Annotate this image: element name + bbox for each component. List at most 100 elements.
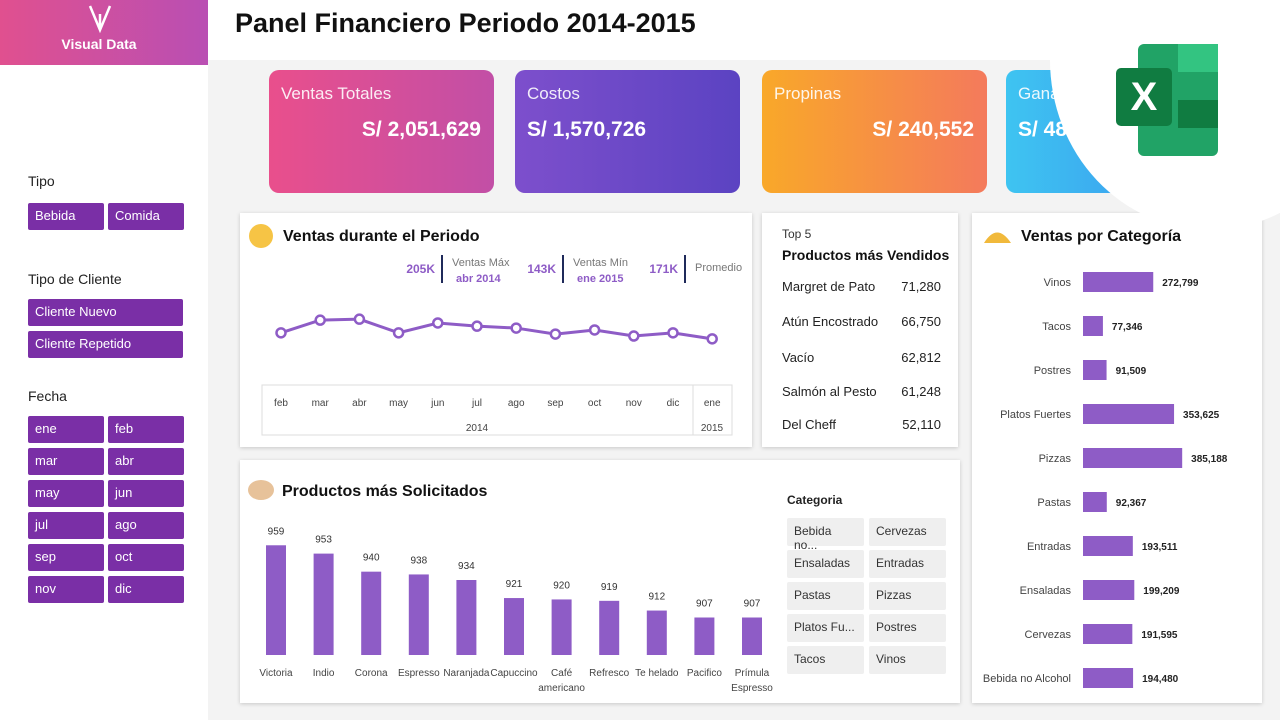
chart-title: Productos más Solicitados bbox=[282, 483, 487, 500]
top5-name: Atún Encostrado bbox=[782, 314, 879, 329]
x-tick-label: Corona bbox=[354, 668, 388, 679]
slicer-button[interactable]: Cliente Nuevo bbox=[28, 299, 183, 326]
x-tick-label: Te helado bbox=[635, 668, 679, 679]
x-tick-label: Refresco bbox=[589, 668, 630, 679]
value-label: 194,480 bbox=[1142, 674, 1179, 685]
value-label: 272,799 bbox=[1162, 278, 1199, 289]
slicer-button[interactable]: Postres bbox=[869, 614, 946, 642]
bar bbox=[1083, 360, 1107, 380]
y-tick-label: Pizzas bbox=[1039, 453, 1072, 465]
x-tick-label: sep bbox=[547, 398, 564, 409]
stat-period: abr 2014 bbox=[456, 273, 502, 285]
stat-caption: Ventas Mín bbox=[573, 257, 628, 269]
point bbox=[432, 317, 444, 329]
x-tick-label: Espresso bbox=[397, 668, 440, 679]
top5-value: 61,248 bbox=[901, 384, 941, 399]
slicer-button[interactable]: may bbox=[28, 480, 104, 507]
chart-title: Ventas durante el Periodo bbox=[283, 228, 480, 245]
slicer-button[interactable]: Pizzas bbox=[869, 582, 946, 610]
value-label: 938 bbox=[410, 555, 427, 566]
slicer-button[interactable]: mar bbox=[28, 448, 104, 475]
kpi-card: Propinas S/ 240,552 bbox=[762, 70, 987, 193]
value-label: 199,209 bbox=[1143, 586, 1180, 597]
slicer-button[interactable]: Pastas bbox=[787, 582, 864, 610]
y-tick-label: Pastas bbox=[1037, 497, 1071, 509]
bar bbox=[1083, 580, 1135, 600]
point bbox=[628, 330, 640, 342]
x-tick-label: jun bbox=[430, 398, 444, 409]
slicer-title: Categoria bbox=[787, 493, 843, 507]
value-label: 92,367 bbox=[1116, 498, 1147, 509]
slicer-button[interactable]: Ensaladas bbox=[787, 550, 864, 578]
slicer-button[interactable]: jul bbox=[28, 512, 104, 539]
kpi-label: Ventas Totales bbox=[281, 84, 392, 103]
slicer-button[interactable]: Cliente Repetido bbox=[28, 331, 183, 358]
slicer-button[interactable]: Entradas bbox=[869, 550, 946, 578]
slicer-button[interactable]: feb bbox=[108, 416, 184, 443]
top5-name: Del Cheff bbox=[782, 417, 836, 432]
slicer-button[interactable]: Bebida bbox=[28, 203, 104, 230]
x-tick-label: jul bbox=[471, 398, 482, 409]
bar bbox=[694, 617, 715, 655]
slicer-button[interactable]: Bebida no... bbox=[787, 518, 864, 552]
slicer-button[interactable]: abr bbox=[108, 448, 184, 475]
x-group-label: 2014 bbox=[466, 423, 489, 434]
slicer-button[interactable]: jun bbox=[108, 480, 184, 507]
kpi-card: Ventas Totales S/ 2,051,629 bbox=[269, 70, 494, 193]
slicer-button[interactable]: Cervezas bbox=[869, 518, 946, 546]
page-title: Panel Financiero Periodo 2014-2015 bbox=[235, 8, 696, 38]
panel-icon bbox=[248, 480, 274, 500]
slicer-button[interactable]: Tacos bbox=[787, 646, 864, 674]
x-tick-label: ago bbox=[508, 398, 525, 409]
top5-value: 62,812 bbox=[901, 350, 941, 365]
point bbox=[510, 322, 522, 334]
bar bbox=[646, 610, 667, 655]
y-tick-label: Tacos bbox=[1042, 321, 1071, 333]
slicer-button[interactable]: oct bbox=[108, 544, 184, 571]
chart-title: Ventas por Categoría bbox=[1021, 228, 1181, 245]
value-label: 919 bbox=[601, 582, 618, 593]
x-tick-label: Pacifico bbox=[686, 668, 722, 679]
bar bbox=[313, 553, 334, 655]
point bbox=[588, 324, 601, 336]
top5-panel bbox=[762, 213, 958, 447]
value-label: 77,346 bbox=[1112, 322, 1143, 333]
bar bbox=[361, 571, 382, 655]
x-tick-label: dic bbox=[667, 398, 680, 409]
slicer-button[interactable]: Comida bbox=[108, 203, 184, 230]
point bbox=[314, 314, 326, 326]
point bbox=[275, 327, 287, 339]
slicer-button[interactable]: Vinos bbox=[869, 646, 946, 674]
x-tick-label: oct bbox=[588, 398, 602, 409]
bar bbox=[1083, 448, 1183, 468]
bar bbox=[1083, 668, 1134, 688]
x-tick-label: Victoria bbox=[259, 668, 293, 679]
bar bbox=[1083, 624, 1133, 644]
bar bbox=[551, 599, 572, 655]
value-label: 191,595 bbox=[1141, 630, 1178, 641]
y-tick-label: Ensaladas bbox=[1020, 585, 1072, 597]
top5-name: Salmón al Pesto bbox=[782, 384, 877, 399]
slicer-button[interactable]: dic bbox=[108, 576, 184, 603]
x-tick-label: feb bbox=[274, 398, 288, 409]
slicer-button[interactable]: ago bbox=[108, 512, 184, 539]
slicer-button[interactable]: ene bbox=[28, 416, 104, 443]
bar bbox=[1083, 316, 1103, 336]
stat-value: 205K bbox=[406, 262, 435, 276]
slicer-button[interactable]: Platos Fu... bbox=[787, 614, 864, 642]
slicer-button[interactable]: sep bbox=[28, 544, 104, 571]
bar bbox=[1083, 272, 1154, 292]
x-tick-label: may bbox=[389, 398, 408, 409]
slicer-button[interactable]: nov bbox=[28, 576, 104, 603]
kpi-value: S/ 1,570,726 bbox=[527, 118, 647, 141]
bar bbox=[408, 574, 429, 655]
value-label: 953 bbox=[315, 535, 332, 546]
point bbox=[667, 327, 679, 339]
value-label: 959 bbox=[268, 526, 285, 537]
x-tick-label: Café americano bbox=[538, 668, 585, 694]
line bbox=[280, 317, 713, 341]
x-tick-label: Naranjada bbox=[443, 668, 490, 679]
top5-value: 52,110 bbox=[902, 417, 941, 432]
